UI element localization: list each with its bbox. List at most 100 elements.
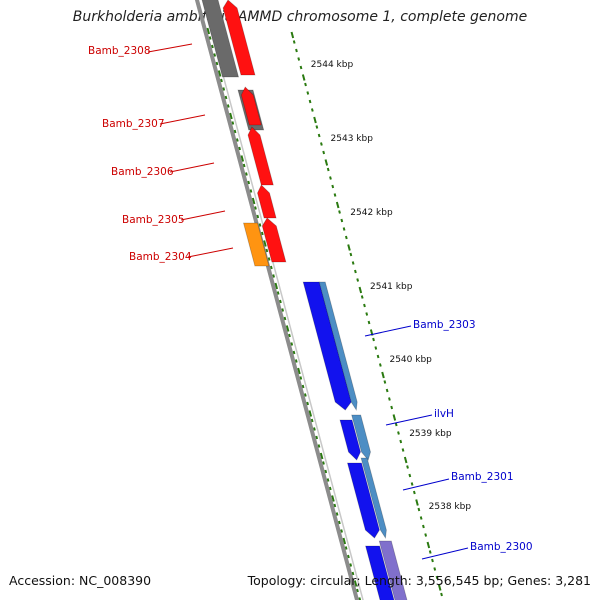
outer-tick [406,465,409,469]
inner-tick [242,163,246,168]
inner-tick [254,206,257,210]
outer-tick [390,405,394,410]
gene-Bamb_2301-strand [360,457,387,540]
gene-label: Bamb_2300 [470,541,533,553]
outer-tick [315,125,319,129]
inner-tick [240,155,245,162]
inner-tick [310,418,314,423]
outer-tick [365,312,369,316]
outer-tick [313,116,317,124]
outer-tick [292,40,296,44]
outer-tick [351,261,355,265]
outer-tick [408,473,412,478]
leader-line [364,325,412,337]
gene-label: Bamb_2305 [122,214,185,226]
outer-tick [426,541,431,549]
inner-tick [267,257,271,261]
leader-line [187,247,234,258]
inner-tick [331,495,335,502]
outer-tick [440,592,443,597]
outer-tick [403,456,408,464]
inner-tick [269,265,273,270]
outer-tick [335,201,340,209]
backbone-highlight [202,0,364,600]
outer-tick [358,286,363,294]
inner-tick [333,503,337,508]
ruler-label: 2540 kbp [389,355,432,365]
inner-tick [274,282,279,290]
gene-Bamb_2300-strand [378,540,408,600]
accession-text: Accession: NC_008390 [9,573,152,588]
outer-tick [419,516,423,520]
inner-tick [353,580,358,587]
inner-tick [238,146,241,151]
gene-ilvH-arrow [339,419,361,461]
inner-tick [235,138,239,142]
gene-Bamb_2307-arrow [240,86,262,126]
inner-tick [233,129,237,134]
outer-tick [422,524,425,529]
ruler-label: 2538 kbp [429,502,472,512]
outer-tick [310,108,314,112]
outer-tick [299,65,303,70]
ruler-label: 2543 kbp [331,134,374,144]
outer-tick [356,278,360,282]
outer-tick [317,133,321,138]
outer-tick [435,575,439,580]
inner-tick [215,61,219,66]
outer-tick [347,244,351,251]
inner-tick [342,537,347,545]
inner-tick [285,325,290,332]
inner-tick [308,410,313,417]
inner-tick [340,529,343,533]
inner-tick [297,367,301,375]
outer-tick [301,74,306,81]
outer-tick [360,295,364,299]
outer-tick [399,439,403,444]
gene-Bamb_2303-strand [318,281,358,412]
outer-tick [378,363,382,367]
outer-tick [340,218,344,223]
outer-tick [329,176,332,180]
inner-tick [258,223,262,227]
inner-tick [290,342,294,346]
outer-tick [412,490,416,495]
inner-tick [344,546,348,550]
inner-tick [231,121,235,125]
inner-tick [358,597,362,600]
outer-tick [397,431,400,435]
leader-line [169,162,215,173]
outer-tick [431,558,434,563]
inner-tick [303,393,307,397]
outer-tick [306,91,310,95]
outer-tick [324,159,329,166]
inner-tick [220,78,223,83]
feature-track [201,0,408,600]
tick-track [206,27,443,600]
inner-tick [283,316,287,321]
outer-tick [417,507,421,512]
gene-labels: Bamb_2308 Bamb_2307 Bamb_2306 Bamb_2305 Bamb… [88,43,533,560]
inner-tick [319,452,324,460]
outer-tick [290,31,295,39]
gene-Bamb_2308-gray [201,0,240,78]
outer-tick [333,193,337,197]
inner-tick [351,571,355,576]
leader-line [159,114,206,125]
gene-Bamb_2305-arrow [257,184,277,219]
outer-tick [428,550,432,554]
inner-tick [328,486,332,491]
inner-tick [281,308,285,312]
inner-tick [279,299,282,304]
ruler-labels: 2544 kbp 2543 kbp 2542 kbp 2541 kbp 2540 kbp… [311,60,472,512]
gene-Bamb_2303-arrow [302,281,352,411]
inner-tick [349,563,353,567]
outer-tick [297,57,301,61]
inner-tick [313,427,316,431]
outer-tick [354,269,357,274]
leader-line [402,478,450,491]
ruler-label: 2539 kbp [409,429,452,439]
outer-tick [374,346,378,350]
gene-label: Bamb_2306 [111,166,174,178]
outer-tick [394,422,398,427]
